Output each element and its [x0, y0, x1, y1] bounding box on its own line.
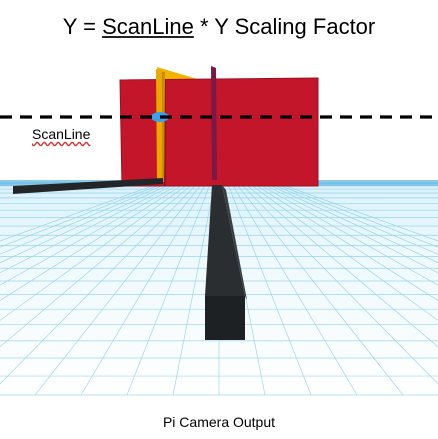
- purple-pole: [211, 66, 217, 180]
- left-rail: [13, 178, 163, 194]
- formula-title: Y = ScanLine * Y Scaling Factor: [0, 14, 438, 40]
- yellow-pole-shade: [162, 72, 165, 182]
- formula-suffix: * Y Scaling Factor: [193, 14, 376, 39]
- center-rail-side: [222, 185, 247, 300]
- formula-prefix: Y =: [62, 14, 103, 39]
- center-rail-front: [205, 296, 245, 340]
- figure-caption: Pi Camera Output: [162, 414, 276, 430]
- red-wall: [119, 77, 319, 187]
- center-rail-top: [205, 185, 245, 296]
- formula-scanline-word: ScanLine: [102, 14, 194, 39]
- scanline-label: ScanLine: [32, 126, 91, 142]
